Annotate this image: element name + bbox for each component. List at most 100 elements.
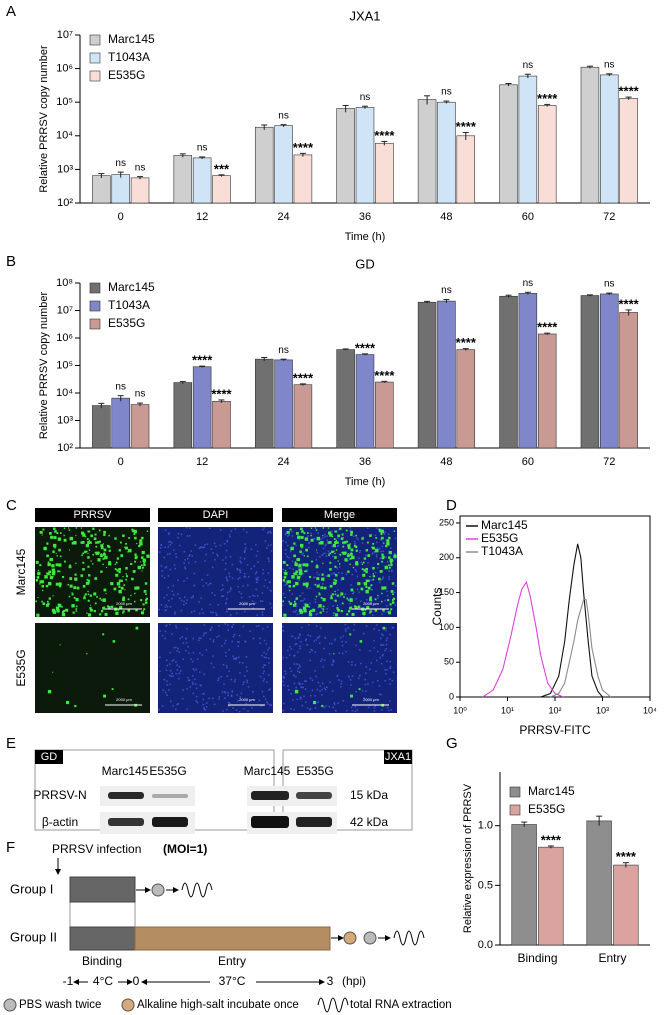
infected-cell [82,552,84,555]
nucleus [165,669,168,671]
nucleus [219,529,222,531]
nucleus [183,562,186,564]
nucleus [233,657,235,660]
infected-cell [130,594,132,597]
infected-cell [100,570,103,573]
infected-cell [59,644,61,646]
legend-label: Alkaline high-salt incubate once [137,999,299,1011]
nucleus [385,643,388,646]
infected-cell [293,572,295,575]
infected-cell [39,531,42,534]
nucleus [394,537,397,540]
nucleus [333,702,336,704]
infected-cell [74,704,77,708]
infected-cell [388,556,391,559]
group-label: Group II [10,929,57,944]
infected-cell [87,593,90,596]
x-tick-label: Binding [517,951,557,965]
nucleus [340,680,343,682]
infected-cell [320,541,324,545]
nucleus [205,706,208,708]
nucleus [361,690,364,692]
infected-cell [51,608,56,612]
nucleus [301,626,303,629]
nucleus [300,600,302,602]
nucleus [282,680,284,683]
nucleus [293,682,296,685]
nucleus [239,571,242,574]
infected-cell [133,600,136,603]
nucleus [382,550,385,553]
infected-cell [333,653,335,655]
nucleus [300,696,302,699]
nucleus [263,651,265,654]
nucleus [307,634,309,636]
nucleus [367,562,369,564]
nucleus [356,537,358,539]
infected-cell [286,564,289,567]
nucleus [375,555,378,558]
nucleus [177,593,179,595]
nucleus [233,634,236,636]
infected-cell [47,600,49,603]
infected-cell [35,560,39,564]
nucleus [329,681,331,683]
nucleus [266,587,269,589]
nucleus [369,602,372,605]
infected-cell [83,595,86,597]
infected-cell [37,569,40,572]
nucleus [198,671,201,673]
nucleus [383,533,386,535]
infected-cell [53,527,56,531]
y-tick-label: 0.0 [478,939,493,951]
nucleus [238,634,241,637]
nucleus [194,678,196,681]
nucleus [200,597,202,599]
nucleus [325,555,328,557]
infected-cell [46,542,49,545]
nucleus [344,628,347,630]
significance: ns [523,60,534,71]
nucleus [321,554,323,557]
nucleus [299,683,301,685]
nucleus [382,644,385,646]
significance: **** [293,140,314,155]
nucleus [168,533,170,535]
nucleus [165,624,168,626]
x-tick-label: 60 [522,456,534,468]
nucleus [227,694,229,697]
bar [537,105,557,204]
nucleus [246,670,248,672]
nucleus [291,593,294,595]
legend-label: Marc145 [108,32,155,46]
nucleus [365,699,368,702]
infected-cell [92,553,95,556]
infected-cell [122,596,126,600]
nucleus [178,677,180,680]
infected-cell [102,606,106,610]
infected-cell [383,542,385,545]
nucleus [297,637,299,640]
nucleus [215,545,217,548]
nucleus [322,536,324,539]
bar [586,820,612,946]
infected-cell [360,587,364,591]
infected-cell [322,562,324,564]
nucleus [263,678,265,680]
nucleus [288,556,290,559]
nucleus [309,659,311,662]
nucleus [192,596,194,598]
nucleus [284,553,287,555]
nucleus [285,532,287,534]
nucleus [164,546,166,548]
band [152,817,188,827]
nucleus [238,591,241,593]
chart-title: JXA1 [349,8,380,23]
nucleus [376,527,378,529]
infected-cell [132,570,136,573]
nucleus [351,573,354,576]
infected-cell [115,561,118,564]
infected-cell [363,582,368,586]
infected-cell [100,544,104,548]
scale-label: 2000 μm [116,697,132,702]
